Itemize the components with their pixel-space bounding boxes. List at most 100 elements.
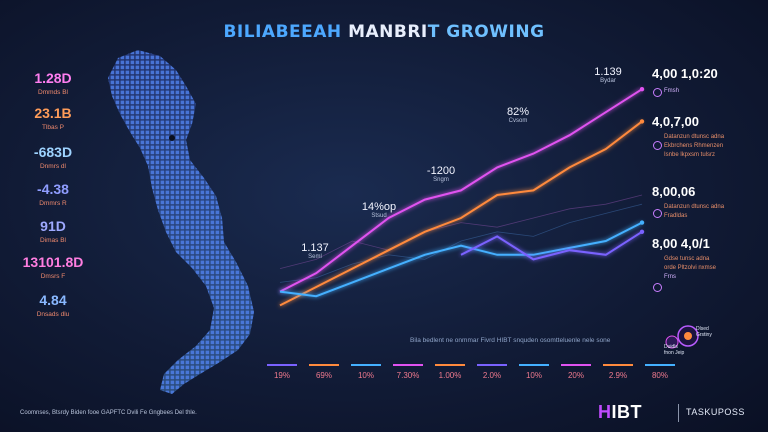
title-part-2: MANBR <box>348 22 421 42</box>
right-block-line: Datanzun dtunsc adna <box>664 134 725 140</box>
right-block-value: 4,0,7,00 <box>652 114 699 129</box>
background-trend-line <box>279 194 643 269</box>
series-end-point <box>639 119 645 124</box>
badge-line-4: fnon Jeip <box>664 350 685 356</box>
annotation: 1.137 Seml <box>290 242 340 260</box>
chart-title: BILIABEEAH MANBRIT GROWING <box>0 22 768 42</box>
bullet-icon <box>653 209 662 218</box>
left-stat-label: Dmsrs F <box>40 273 66 280</box>
right-block-value: 8,00,06 <box>652 184 696 199</box>
brand-logo: HIBT <box>598 402 642 423</box>
right-block-line: Gdse tunsc adna <box>664 256 710 262</box>
series-line-purple <box>460 230 643 261</box>
right-block-value: 4,00 1,0:20 <box>652 66 718 81</box>
right-block-value: 8,00 4,0/1 <box>652 236 710 251</box>
brand-mark: H <box>598 402 612 422</box>
legend-swatch <box>309 364 339 366</box>
left-stat: -4.38 Dmmrs R <box>8 181 98 207</box>
badge-line-2: Grstiny <box>696 332 712 338</box>
left-stat-label: Dnsads dlu <box>36 311 70 318</box>
legend-swatch <box>645 364 675 366</box>
legend-swatch <box>477 364 507 366</box>
left-stat-label: Dmmrs R <box>39 200 67 207</box>
badge-line-1: Dlsed <box>696 326 709 332</box>
background-trend-line <box>279 203 643 283</box>
right-block-line: Frns <box>664 274 676 280</box>
legend-swatch <box>351 364 381 366</box>
right-block-line: orde Pltzolvi nxmse <box>664 265 717 271</box>
right-block-line: Fmsh <box>664 88 679 94</box>
right-block-line: Ekbrchens Rhmenzen <box>664 143 724 149</box>
annotation-label: Stsud <box>371 213 387 219</box>
left-stat-value: 1.28D <box>34 70 72 86</box>
annotation-value: 14%op <box>361 201 397 213</box>
partner-logo: TASKUPOSS <box>686 407 745 417</box>
title-part-1: BILIABEEAH <box>223 22 342 42</box>
annotation-label: Seml <box>308 254 322 260</box>
bottom-legend: 19% 69% 10% 7.30% 1.00% 2.0% 10% 20% 2.9% 80% <box>260 364 675 384</box>
annotation-label: Bydar <box>600 78 616 84</box>
legend-swatch <box>393 364 423 366</box>
annotation: 14%op Stsud <box>354 201 404 219</box>
annotation-value: 1.139 <box>594 66 622 78</box>
left-stat: 91D Dimas Bl <box>8 218 98 244</box>
left-stat-value: -4.38 <box>37 181 69 197</box>
legend-label: 10% <box>525 371 542 380</box>
annotation-value: -1200 <box>426 165 456 177</box>
right-block-line: Datanzun dtunsc adna <box>664 204 725 210</box>
left-stat: -683D Dnmrs dl <box>8 144 98 170</box>
left-stat-value: 4.84 <box>39 292 67 308</box>
bullet-icon <box>653 283 662 292</box>
legend-label: 69% <box>315 371 332 380</box>
left-stat-label: Dimas Bl <box>39 237 66 244</box>
annotation: -1200 Sngm <box>416 165 466 183</box>
title-part-3: I <box>420 22 428 42</box>
annotation: 1.139 Bydar <box>583 66 633 84</box>
brand-separator <box>678 404 679 422</box>
legend-label: 7.30% <box>396 371 420 380</box>
left-stat-label: Dnmrs dl <box>39 163 66 170</box>
series-end-point <box>639 229 645 234</box>
series-end-point <box>639 220 645 225</box>
footer-note: Coomnses, Btsrdy Biden fooe GAPFTC Dvili… <box>20 410 197 416</box>
left-stat-value: -683D <box>33 144 73 160</box>
left-stat-value: 23.1B <box>34 105 72 121</box>
right-block: 8,00,06 Datanzun dtunsc adna Fradldas <box>652 184 764 221</box>
legend-swatch <box>519 364 549 366</box>
title-part-4: T GROWING <box>427 22 545 42</box>
bullet-icon <box>653 141 662 150</box>
left-stat: 13101.8D Dmsrs F <box>8 254 98 280</box>
left-stat: 23.1B Tlbas P <box>8 105 98 131</box>
badge-line-3: Duidls <box>664 344 678 350</box>
chart-caption: Bila bedlent ne onmmar Fivrd HIBT snqude… <box>410 337 611 344</box>
legend-swatch <box>561 364 591 366</box>
legend-label: 20% <box>567 371 584 380</box>
left-stat-value: 13101.8D <box>22 254 84 270</box>
legend-label: 2.0% <box>482 371 502 380</box>
annotation: 82% Cvsom <box>493 106 543 124</box>
legend-label: 2.9% <box>608 371 628 380</box>
left-stat-value: 91D <box>40 218 66 234</box>
series-line-blue <box>279 221 643 298</box>
legend-label: 80% <box>651 371 668 380</box>
series-line-orange <box>279 120 643 307</box>
right-block-line: Isnbe lkpxsm tulsrz <box>664 152 716 158</box>
series-end-point <box>639 87 645 92</box>
capital-marker <box>169 135 175 141</box>
badge-graphic <box>665 325 699 349</box>
brand-name: IBT <box>611 402 642 422</box>
badge-text-lower: Duidls fnon Jeip <box>664 344 684 356</box>
legend-swatch <box>435 364 465 366</box>
right-block: 4,0,7,00 Datanzun dtunsc adna Ekbrchens … <box>652 114 764 160</box>
annotation-label: Sngm <box>433 177 449 183</box>
bullet-icon <box>653 88 662 97</box>
right-block: 4,00 1,0:20 Fmsh <box>652 66 764 97</box>
series-line-pink <box>279 88 643 293</box>
vietnam-map <box>108 50 254 394</box>
legend-label: 19% <box>273 371 290 380</box>
annotation-value: 82% <box>506 106 530 118</box>
legend-swatch <box>267 364 297 366</box>
annotation-value: 1.137 <box>301 242 329 254</box>
legend-swatch <box>603 364 633 366</box>
